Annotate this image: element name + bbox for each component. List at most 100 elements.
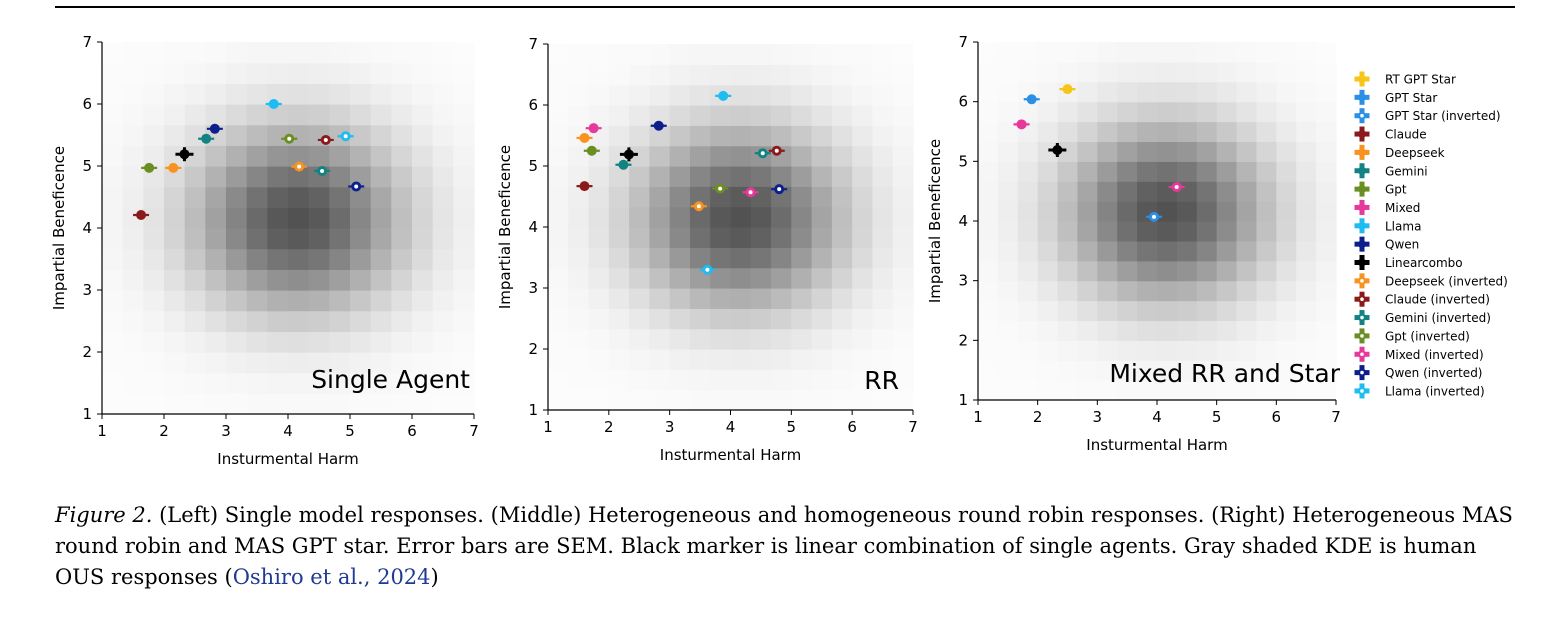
kde-cell: [1236, 181, 1258, 202]
data-point: [619, 147, 638, 162]
kde-cell: [226, 124, 248, 146]
kde-cell: [143, 269, 165, 291]
kde-cell: [608, 186, 630, 208]
kde-cell: [548, 125, 569, 147]
kde-cell: [122, 145, 144, 167]
kde-cell: [329, 62, 351, 84]
kde-cell: [288, 269, 310, 291]
kde-cell: [669, 166, 691, 187]
kde-cell: [370, 83, 392, 105]
caption-citation-link[interactable]: Oshiro et al., 2024: [232, 565, 431, 589]
legend-item: Linearcombo: [1354, 255, 1463, 270]
kde-cell: [629, 267, 650, 289]
kde-cell: [588, 105, 610, 126]
kde-cell: [1236, 42, 1258, 63]
kde-cell: [1216, 181, 1238, 202]
kde-cell: [1176, 81, 1198, 103]
kde-cell: [892, 247, 914, 269]
kde-cell: [1017, 141, 1039, 162]
kde-cell: [978, 221, 999, 242]
data-point: [314, 165, 331, 176]
legend-marker-hole: [1360, 370, 1364, 375]
kde-cell: [1176, 320, 1198, 341]
kde-cell: [184, 166, 206, 188]
kde-cell: [432, 207, 454, 229]
data-point: [576, 132, 593, 143]
kde-cell: [771, 44, 792, 65]
marker: [586, 145, 597, 156]
legend-marker-dot: [1358, 130, 1366, 139]
kde-cell: [548, 369, 569, 391]
marker-hole: [718, 186, 723, 191]
kde-cell: [1296, 380, 1317, 401]
kde-cell: [412, 248, 434, 270]
kde-cell: [852, 125, 874, 147]
data-point: [742, 187, 759, 198]
kde-cell: [391, 166, 413, 188]
kde-cell: [288, 331, 310, 353]
kde-cell: [205, 62, 227, 84]
kde-cell: [267, 104, 289, 126]
kde-cell: [453, 352, 475, 374]
marker: [623, 149, 634, 160]
kde-cell: [412, 207, 434, 229]
kde-cell: [852, 288, 874, 309]
kde-cell: [184, 248, 206, 270]
kde-cell: [1216, 81, 1238, 103]
kde-cell: [164, 310, 186, 332]
kde-cell: [1097, 240, 1118, 262]
kde-cell: [1057, 42, 1079, 63]
kde-cell: [1057, 300, 1079, 322]
kde-cell: [350, 228, 372, 250]
kde-cell: [1236, 280, 1258, 302]
kde-cell: [1117, 320, 1138, 341]
kde-cell: [453, 62, 475, 84]
kde-cell: [629, 206, 650, 228]
kde-cell: [453, 124, 475, 146]
y-tick-label: 6: [958, 93, 968, 111]
kde-cell: [568, 247, 590, 269]
kde-cell: [831, 389, 853, 411]
kde-cell: [997, 280, 1019, 302]
kde-cell: [997, 121, 1019, 143]
kde-cell: [164, 228, 186, 250]
kde-cell: [1316, 340, 1337, 361]
kde-cell: [412, 331, 434, 353]
kde-cell: [267, 207, 289, 229]
kde-cell: [1137, 260, 1158, 282]
kde-cell: [246, 166, 268, 188]
kde-cell: [750, 308, 772, 330]
kde-cell: [370, 104, 392, 126]
legend-item: Deepseek (inverted): [1354, 273, 1508, 289]
kde-cell: [350, 207, 372, 229]
kde-cell: [391, 372, 413, 394]
kde-cell: [689, 328, 711, 350]
kde-cell: [1057, 340, 1079, 361]
kde-cell: [391, 124, 413, 146]
kde-cell: [412, 83, 434, 105]
kde-cell: [1316, 221, 1337, 242]
kde-cell: [1276, 101, 1297, 123]
kde-cell: [1117, 161, 1138, 182]
kde-cell: [1117, 61, 1138, 83]
panel-mixed-rr-star: 11 2 2 3 3 4 4 5 5 6 6 7 7 Insturmental Harm Impartial…: [926, 33, 1341, 454]
kde-cell: [432, 331, 454, 353]
kde-cell: [288, 352, 310, 374]
kde-cell: [184, 42, 206, 64]
kde-cell: [1017, 101, 1039, 123]
kde-cell: [432, 42, 454, 64]
kde-cell: [629, 186, 650, 208]
kde-cell: [831, 247, 853, 269]
y-tick-label: 1: [528, 401, 538, 419]
kde-cell: [1176, 42, 1198, 63]
kde-cell: [1196, 300, 1218, 322]
kde-cell: [308, 248, 330, 270]
legend-item: GPT Star (inverted): [1354, 108, 1501, 124]
kde-cell: [892, 349, 914, 370]
kde-cell: [892, 44, 914, 65]
kde-cell: [831, 288, 853, 309]
kde-cell: [1117, 300, 1138, 322]
kde-cell: [1097, 81, 1118, 103]
x-tick-label: 4: [1152, 408, 1162, 426]
kde-cell: [1276, 201, 1297, 222]
